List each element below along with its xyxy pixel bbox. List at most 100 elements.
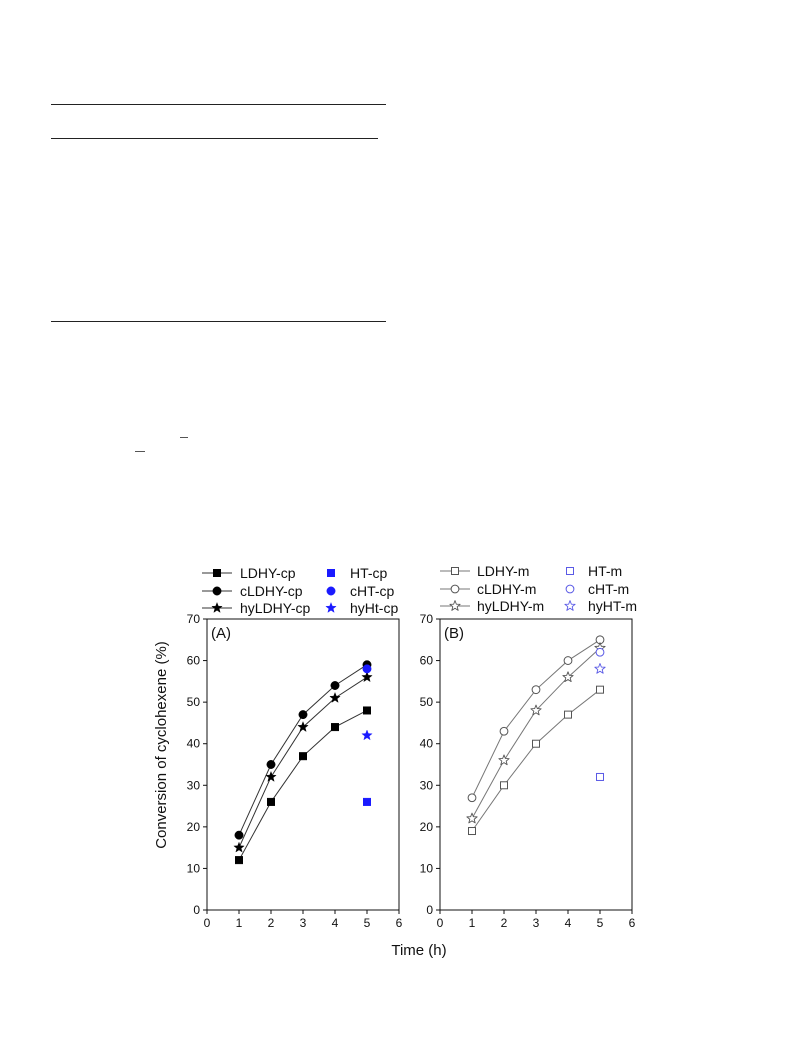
data-point-hyldhy-m xyxy=(562,671,574,683)
series-hyht-m xyxy=(594,663,606,674)
legend-label-hyldhy-cp: hyLDHY-cp xyxy=(240,600,311,616)
data-point-ldhy-cp xyxy=(331,723,339,732)
panel-a-x-tick-label: 5 xyxy=(364,916,371,930)
legend-label-ldhy-m: LDHY-m xyxy=(477,563,529,579)
panel-b-x-tick-label: 2 xyxy=(501,916,508,930)
legend-label-cldhy-cp: cLDHY-cp xyxy=(240,583,303,599)
data-point-hyht-m xyxy=(594,663,606,674)
series-hyht-cp xyxy=(361,729,373,740)
legend-label-ht-m: HT-m xyxy=(588,563,622,579)
panel-a-x-tick-label: 1 xyxy=(236,916,243,930)
panel-b-panel-label: (B) xyxy=(444,625,464,642)
legend-marker-ht-cp xyxy=(327,569,335,577)
legend-label-ht-cp: HT-cp xyxy=(350,565,388,581)
panel-b-y-tick-label: 70 xyxy=(420,612,434,626)
panel-b-x-tick-label: 3 xyxy=(533,916,540,930)
panel-b-y-tick-label: 40 xyxy=(420,737,434,751)
panel-a-x-tick-label: 2 xyxy=(268,916,275,930)
legend-marker-hyldhy-cp xyxy=(211,602,223,613)
legend-label-cht-m: cHT-m xyxy=(588,581,629,597)
panel-a-y-tick-label: 30 xyxy=(187,778,201,792)
series-cldhy-m xyxy=(467,635,605,803)
data-point-hyldhy-cp xyxy=(233,842,245,853)
data-point-ldhy-m xyxy=(564,710,572,719)
series-ht-m xyxy=(596,772,604,781)
data-point-cldhy-m xyxy=(467,793,477,803)
data-point-ldhy-m xyxy=(468,827,476,836)
panel-a-x-tick-label: 6 xyxy=(396,916,403,930)
data-point-hyldhy-cp xyxy=(361,671,373,682)
data-point-cldhy-m xyxy=(499,726,509,736)
series-ldhy-m xyxy=(468,685,604,836)
series-hyldhy-cp xyxy=(233,671,373,853)
top-rule-3 xyxy=(51,321,386,322)
data-point-ldhy-m xyxy=(596,685,604,694)
panel-a-y-tick-label: 40 xyxy=(187,737,201,751)
legend-marker-cht-cp xyxy=(326,586,336,596)
series-cldhy-cp xyxy=(234,660,372,840)
series-ldhy-cp xyxy=(235,706,371,865)
panel-b-y-tick-label: 30 xyxy=(420,778,434,792)
y-axis-label: Conversion of cyclohexene (%) xyxy=(153,641,170,849)
legend-marker-cldhy-cp xyxy=(212,586,222,596)
panel-b-y-tick-label: 0 xyxy=(426,903,433,917)
top-rule-2 xyxy=(51,138,378,139)
chart-panel-b: 0 1 2 3 4 5 6010203040506070(B)LDHY-mcLDHY-mhy… xyxy=(420,563,637,930)
panel-b-y-tick-label: 60 xyxy=(420,654,434,668)
data-point-hyht-cp xyxy=(361,729,373,740)
legend-label-hyht-cp: hyHt-cp xyxy=(350,600,398,616)
data-point-hyldhy-m xyxy=(498,754,510,766)
panel-a-y-tick-label: 20 xyxy=(187,820,201,834)
data-point-ldhy-m xyxy=(500,781,508,790)
data-point-ht-cp xyxy=(363,797,371,806)
series-ht-cp xyxy=(363,797,371,806)
panel-a-y-tick-label: 60 xyxy=(187,654,201,668)
panel-b-x-tick-label: 0 xyxy=(437,916,444,930)
panel-b-y-tick-label: 50 xyxy=(420,695,434,709)
data-point-ldhy-cp xyxy=(267,797,275,806)
legend-marker-cldhy-m xyxy=(450,584,460,594)
panel-b-x-tick-label: 1 xyxy=(469,916,476,930)
panel-a-panel-label: (A) xyxy=(211,625,231,642)
chart-panel-a: 0 1 2 3 4 5 6010203040506070(A)LDHY-cpcLDHY-cp… xyxy=(187,565,403,930)
data-point-cldhy-cp xyxy=(234,830,244,840)
series-hyldhy-m xyxy=(466,642,606,824)
data-point-hyldhy-m xyxy=(466,812,478,824)
data-point-cldhy-cp xyxy=(330,681,340,690)
top-rule-1 xyxy=(51,104,386,105)
series-cht-cp xyxy=(362,664,372,674)
panel-b-y-tick-label: 10 xyxy=(420,861,434,875)
data-point-cldhy-m xyxy=(563,656,573,665)
data-point-cht-m xyxy=(595,647,605,657)
series-line-cldhy-cp xyxy=(238,664,368,836)
stray-dash-2 xyxy=(180,437,188,438)
panel-b-y-tick-label: 20 xyxy=(420,820,434,834)
data-point-cldhy-cp xyxy=(266,760,276,769)
series-cht-m xyxy=(595,647,605,657)
legend-marker-hyht-cp xyxy=(325,602,337,613)
data-point-ldhy-cp xyxy=(363,706,371,715)
panel-a-y-tick-label: 50 xyxy=(187,695,201,709)
panel-a-y-tick-label: 10 xyxy=(187,861,201,875)
data-point-cldhy-cp xyxy=(298,710,308,720)
panel-a-y-tick-label: 70 xyxy=(187,612,201,626)
data-point-cldhy-m xyxy=(531,685,541,695)
series-line-hyldhy-m xyxy=(471,647,601,819)
data-point-ldhy-cp xyxy=(299,752,307,761)
legend-marker-hyldhy-m xyxy=(449,600,461,611)
panel-b-x-tick-label: 4 xyxy=(565,916,572,930)
panel-b-x-tick-label: 5 xyxy=(597,916,604,930)
legend-marker-hyht-m xyxy=(564,600,576,611)
data-point-cht-cp xyxy=(362,664,372,674)
series-line-hyldhy-cp xyxy=(238,676,368,848)
data-point-hyldhy-m xyxy=(530,704,542,716)
data-point-ht-m xyxy=(596,772,604,781)
legend-marker-cht-m xyxy=(565,584,575,594)
data-point-ldhy-m xyxy=(532,739,540,748)
panel-a-x-tick-label: 3 xyxy=(300,916,307,930)
series-line-cldhy-m xyxy=(471,639,601,798)
stray-dash-1 xyxy=(135,451,145,452)
data-point-ldhy-cp xyxy=(235,856,243,865)
